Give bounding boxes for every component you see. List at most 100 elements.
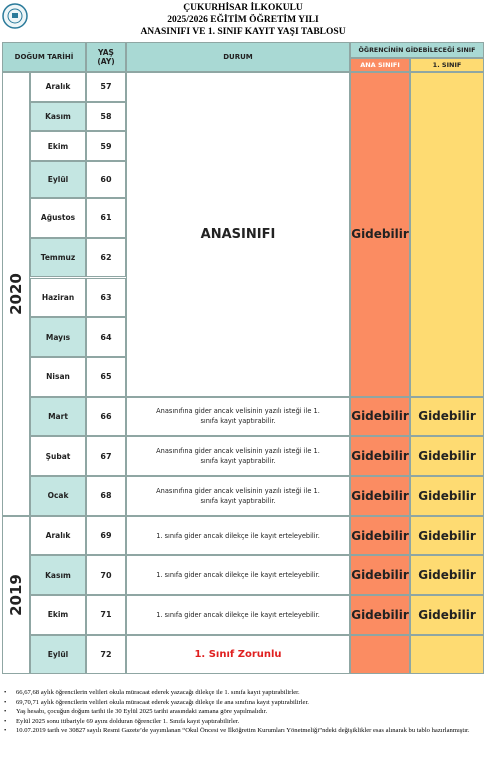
note: Yaş hesabı, çocuğun doğum tarihi ile 30 … (4, 707, 482, 717)
status-text: 1. Sınıf Zorunlu (194, 649, 282, 661)
age-text: 64 (100, 332, 112, 342)
header-first-grade: 1. SINIF (410, 58, 484, 72)
month: Eylül (30, 634, 86, 675)
header-birth-text: DOĞUM TARİHİ (14, 53, 74, 61)
month: Aralık (30, 72, 86, 102)
month-text: Eylül (47, 175, 69, 185)
year-text: 2019 (7, 574, 25, 616)
month: Ekim (30, 595, 86, 635)
year: 2020 (2, 72, 30, 516)
kindergarten-text: Gidebilir (351, 568, 409, 583)
age-text: 63 (100, 292, 112, 302)
header-status-text: DURUM (223, 53, 253, 61)
month-text: Mart (48, 411, 68, 421)
kindergarten-text: Gidebilir (351, 528, 409, 543)
header-first-grade-text: 1. SINIF (432, 61, 462, 69)
note: 66,67,68 aylık öğrencilerin velileri oku… (4, 688, 482, 698)
title-line: ÇUKURHİSAR İLKOKULU (183, 3, 303, 13)
age-text: 58 (100, 112, 112, 122)
month-text: Aralık (45, 82, 71, 92)
note: 69,70,71 aylık öğrencilerin velileri oku… (4, 698, 482, 708)
first-grade-text: Gidebilir (418, 449, 476, 464)
month-text: Mayıs (45, 332, 71, 342)
age: 59 (86, 131, 126, 162)
merged-status: ANASINIFI (126, 72, 350, 397)
first-grade: Gidebilir (410, 515, 484, 556)
age: 62 (86, 237, 126, 278)
age-text: 71 (100, 610, 112, 620)
age: 57 (86, 72, 126, 102)
year: 2019 (2, 515, 30, 675)
kindergarten-text: Gidebilir (351, 488, 409, 503)
note: Eylül 2025 sonu itibariyle 69 ayını dold… (4, 717, 482, 727)
kindergarten-text: Gidebilir (351, 607, 409, 622)
first-grade-text: Gidebilir (418, 409, 476, 424)
kindergarten: Gidebilir (350, 396, 410, 437)
first-grade-text: Gidebilir (418, 568, 476, 583)
age-text: 65 (100, 372, 112, 382)
age-text: 61 (100, 213, 112, 223)
month: Mayıs (30, 317, 86, 357)
merged-kindergarten-text: Gidebilir (351, 227, 409, 242)
status-text: Anasınıfına gider ancak velisinin yazılı… (156, 486, 320, 505)
month: Haziran (30, 277, 86, 318)
header-age-text: YAŞ (AY) (97, 48, 115, 66)
status: Anasınıfına gider ancak velisinin yazılı… (126, 436, 350, 476)
kindergarten: Gidebilir (350, 515, 410, 556)
age: 72 (86, 634, 126, 675)
first-grade-text: Gidebilir (418, 528, 476, 543)
age: 64 (86, 317, 126, 357)
status: 1. Sınıf Zorunlu (126, 634, 350, 675)
status: 1. sınıfa gider ancak dilekçe ile kayıt … (126, 595, 350, 635)
month: Temmuz (30, 237, 86, 278)
month: Kasım (30, 101, 86, 132)
age: 63 (86, 277, 126, 318)
month-text: Eylül (47, 650, 69, 660)
header-birth: DOĞUM TARİHİ (2, 42, 86, 72)
age: 60 (86, 161, 126, 199)
month: Eylül (30, 161, 86, 199)
age: 70 (86, 555, 126, 596)
first-grade: Gidebilir (410, 476, 484, 516)
age-text: 69 (100, 531, 112, 541)
month-text: Şubat (45, 451, 71, 461)
month-text: Temmuz (40, 253, 76, 263)
status-text: 1. sınıfa gider ancak dilekçe ile kayıt … (156, 531, 320, 540)
kindergarten: Gidebilir (350, 476, 410, 516)
month: Ocak (30, 476, 86, 516)
first-grade (410, 634, 484, 675)
header-status: DURUM (126, 42, 350, 72)
age-text: 57 (100, 82, 112, 92)
month-text: Ekim (47, 141, 69, 151)
month: Ekim (30, 131, 86, 162)
header-class-group-text: ÖĞRENCİNİN GİDEBİLECEĞİ SINIF (358, 46, 476, 54)
month-text: Haziran (41, 292, 75, 302)
month-text: Aralık (45, 531, 71, 541)
kindergarten: Gidebilir (350, 436, 410, 476)
month-text: Kasım (45, 570, 71, 580)
age-text: 70 (100, 570, 112, 580)
age-text: 59 (100, 141, 112, 151)
age-text: 60 (100, 175, 112, 185)
kindergarten: Gidebilir (350, 595, 410, 635)
kindergarten: Gidebilir (350, 555, 410, 596)
first-grade-text: Gidebilir (418, 488, 476, 503)
status-text: Anasınıfına gider ancak velisinin yazılı… (156, 407, 320, 426)
month: Nisan (30, 356, 86, 397)
age-text: 66 (100, 411, 112, 421)
age: 66 (86, 396, 126, 437)
status-text: Anasınıfına gider ancak velisinin yazılı… (156, 447, 320, 466)
status-text: 1. sınıfa gider ancak dilekçe ile kayıt … (156, 571, 320, 580)
month-text: Ocak (47, 491, 69, 501)
status: 1. sınıfa gider ancak dilekçe ile kayıt … (126, 555, 350, 596)
month: Aralık (30, 515, 86, 556)
month: Mart (30, 396, 86, 437)
kindergarten-text: Gidebilir (351, 449, 409, 464)
status: Anasınıfına gider ancak velisinin yazılı… (126, 476, 350, 516)
month-text: Ağustos (40, 213, 76, 223)
age-text: 72 (100, 650, 112, 660)
header-kindergarten: ANA SINIFI (350, 58, 410, 72)
first-grade-text: Gidebilir (418, 607, 476, 622)
status-text: 1. sınıfa gider ancak dilekçe ile kayıt … (156, 610, 320, 619)
